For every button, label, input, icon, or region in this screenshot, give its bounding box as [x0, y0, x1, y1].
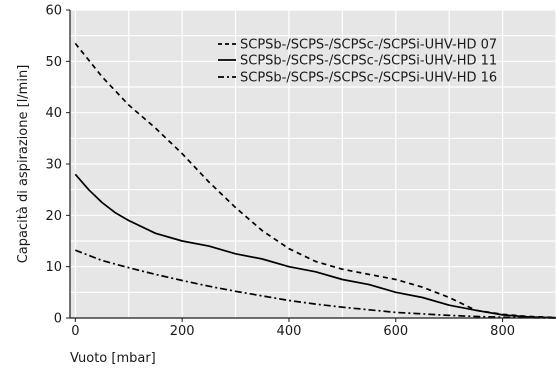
x-tick-label: 600 [383, 324, 408, 339]
legend-label-3: SCPSb-/SCPS-/SCPSc-/SCPSi-UHV-HD 16 [240, 71, 497, 86]
x-tick-label: 800 [490, 324, 515, 339]
series-line-2 [74, 173, 556, 319]
y-tick-label: 30 [45, 158, 62, 173]
x-tick-label: 200 [170, 324, 195, 339]
legend-label-1: SCPSb-/SCPS-/SCPSc-/SCPSi-UHV-HD 07 [240, 38, 497, 53]
series-line-3 [74, 249, 556, 319]
legend-label-2: SCPSb-/SCPS-/SCPSc-/SCPSi-UHV-HD 11 [240, 54, 497, 69]
x-tick-label: 0 [71, 324, 79, 339]
y-tick-label: 40 [45, 106, 62, 121]
x-axis-label: Vuoto [mbar] [70, 351, 156, 366]
y-tick-label: 60 [45, 4, 62, 19]
y-tick-label: 50 [45, 55, 62, 70]
y-tick-label: 20 [45, 209, 62, 224]
y-tick-label: 0 [54, 312, 62, 327]
x-tick-label: 400 [277, 324, 302, 339]
y-axis-label: Capacità di aspirazione [l/min] [16, 65, 31, 264]
y-tick-label: 10 [45, 260, 62, 275]
